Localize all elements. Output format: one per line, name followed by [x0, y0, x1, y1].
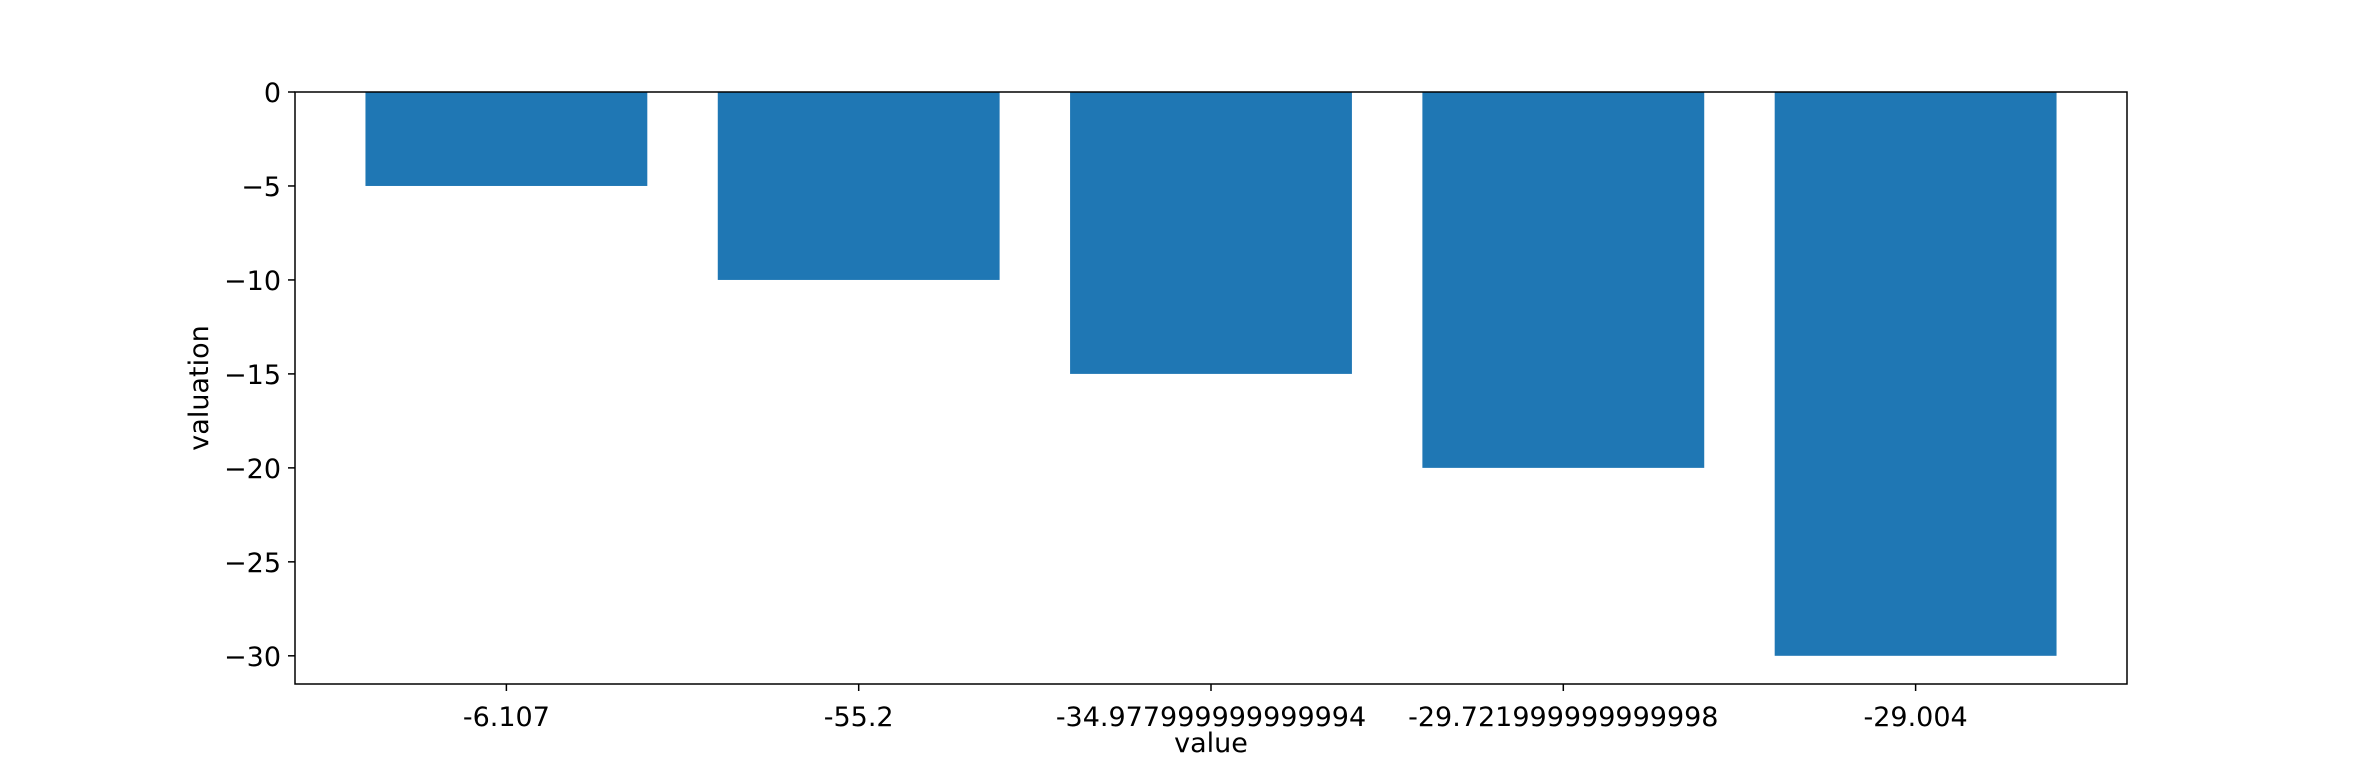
bar — [1774, 92, 2057, 656]
bar — [1070, 92, 1352, 374]
y-tick-label: −15 — [224, 360, 281, 391]
x-axis-label: value — [1174, 728, 1248, 759]
y-tick-label: −20 — [224, 454, 281, 485]
bars-group — [365, 92, 2057, 656]
x-tick-label: -34.977999999999994 — [1056, 702, 1366, 733]
x-tick-label: -6.107 — [463, 702, 550, 733]
y-axis-ticks: 0 −5 −10 −15 −20 −25 −30 — [224, 78, 295, 673]
x-tick-label: -29.004 — [1864, 702, 1968, 733]
y-tick-label: 0 — [264, 78, 281, 109]
x-axis-ticks: -6.107 -55.2 -34.977999999999994 -29.721999… — [463, 684, 1968, 733]
bar — [1422, 92, 1705, 468]
x-tick-label: -55.2 — [824, 702, 894, 733]
y-tick-label: −10 — [224, 266, 281, 297]
bar — [365, 92, 648, 186]
bar — [717, 92, 1000, 280]
y-tick-label: −30 — [224, 642, 281, 673]
y-tick-label: −5 — [241, 172, 281, 203]
y-tick-label: −25 — [224, 548, 281, 579]
x-tick-label: -29.721999999999998 — [1408, 702, 1718, 733]
y-axis-label: valuation — [184, 325, 215, 450]
